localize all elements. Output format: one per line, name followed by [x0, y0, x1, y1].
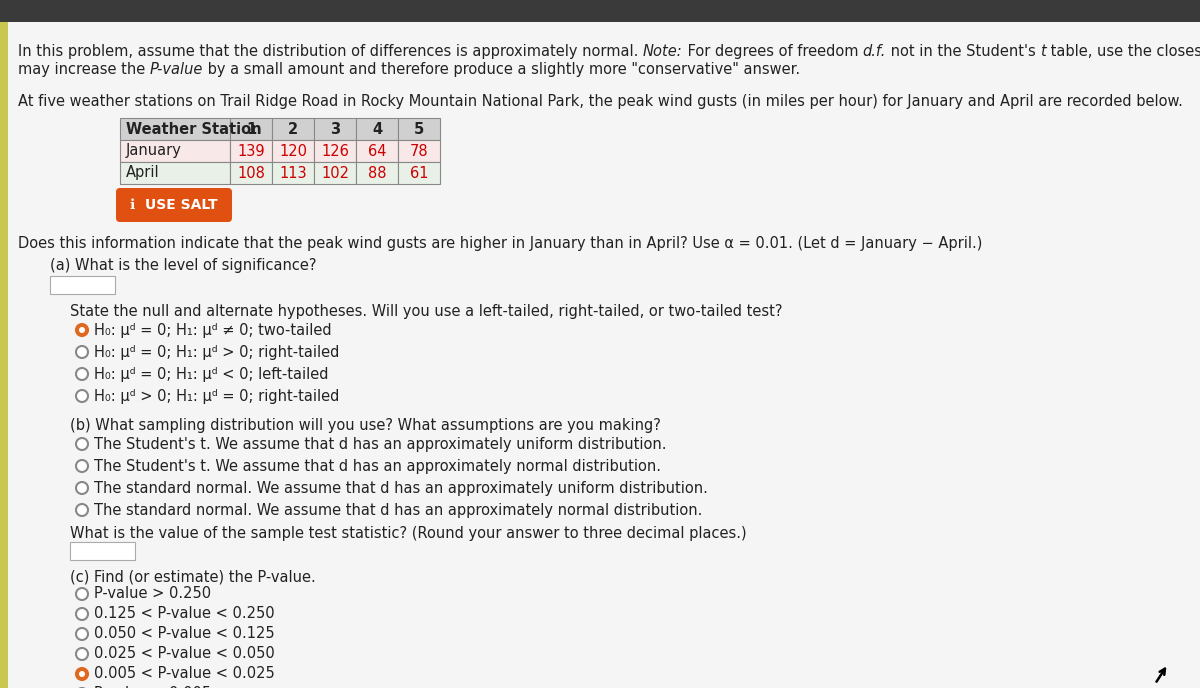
Circle shape: [76, 324, 88, 336]
Circle shape: [76, 438, 88, 450]
FancyBboxPatch shape: [116, 188, 232, 222]
Text: H₀: μᵈ = 0; H₁: μᵈ < 0; left-tailed: H₀: μᵈ = 0; H₁: μᵈ < 0; left-tailed: [94, 367, 329, 382]
Circle shape: [76, 588, 88, 600]
Bar: [314, 162, 356, 184]
Text: 61: 61: [409, 166, 428, 180]
Bar: [120, 140, 230, 162]
Text: 64: 64: [367, 144, 386, 158]
Text: 4: 4: [372, 122, 382, 136]
Text: 88: 88: [367, 166, 386, 180]
Text: The standard normal. We assume that d has an approximately normal distribution.: The standard normal. We assume that d ha…: [94, 502, 702, 517]
Bar: [356, 162, 398, 184]
Text: April: April: [126, 166, 160, 180]
Text: 0.050 < P-value < 0.125: 0.050 < P-value < 0.125: [94, 627, 275, 641]
Text: In this problem, assume that the distribution of differences is approximately no: In this problem, assume that the distrib…: [18, 44, 643, 59]
Text: At five weather stations on Trail Ridge Road in Rocky Mountain National Park, th: At five weather stations on Trail Ridge …: [18, 94, 1183, 109]
Text: table, use the closest: table, use the closest: [1046, 44, 1200, 59]
Text: 2: 2: [288, 122, 298, 136]
Bar: [314, 140, 356, 162]
Text: 5: 5: [414, 122, 424, 136]
Circle shape: [76, 390, 88, 402]
Text: 113: 113: [280, 166, 307, 180]
Text: 0.125 < P-value < 0.250: 0.125 < P-value < 0.250: [94, 607, 275, 621]
Text: Note:: Note:: [643, 44, 683, 59]
Bar: [272, 118, 314, 140]
Text: P-value > 0.250: P-value > 0.250: [94, 586, 211, 601]
Bar: [272, 140, 314, 162]
Text: P-value: P-value: [150, 62, 203, 77]
Text: 1: 1: [246, 122, 256, 136]
Text: H₀: μᵈ = 0; H₁: μᵈ > 0; right-tailed: H₀: μᵈ = 0; H₁: μᵈ > 0; right-tailed: [94, 345, 340, 360]
Text: (c) Find (or estimate) the P-value.: (c) Find (or estimate) the P-value.: [70, 570, 316, 585]
Circle shape: [76, 608, 88, 620]
Text: Weather Station: Weather Station: [126, 122, 262, 136]
Bar: [230, 118, 272, 140]
Circle shape: [79, 327, 85, 333]
Circle shape: [79, 671, 85, 677]
Bar: [120, 118, 230, 140]
Bar: [230, 140, 272, 162]
Text: 108: 108: [238, 166, 265, 180]
Text: The standard normal. We assume that d has an approximately uniform distribution.: The standard normal. We assume that d ha…: [94, 480, 708, 495]
Text: (a) What is the level of significance?: (a) What is the level of significance?: [50, 258, 317, 273]
Text: 120: 120: [278, 144, 307, 158]
Bar: [120, 162, 230, 184]
Bar: [314, 118, 356, 140]
Bar: [50, 276, 115, 294]
Circle shape: [76, 346, 88, 358]
Text: not in the Student's: not in the Student's: [886, 44, 1040, 59]
Circle shape: [76, 460, 88, 472]
Text: 3: 3: [330, 122, 340, 136]
Bar: [398, 140, 440, 162]
Bar: [272, 162, 314, 184]
Bar: [398, 162, 440, 184]
Bar: [356, 140, 398, 162]
Text: (b) What sampling distribution will you use? What assumptions are you making?: (b) What sampling distribution will you …: [70, 418, 661, 433]
Circle shape: [76, 668, 88, 680]
Text: January: January: [126, 144, 182, 158]
Bar: [356, 118, 398, 140]
Text: P-value < 0.005: P-value < 0.005: [94, 687, 211, 688]
Bar: [70, 542, 134, 560]
Text: For degrees of freedom: For degrees of freedom: [683, 44, 863, 59]
Text: H₀: μᵈ = 0; H₁: μᵈ ≠ 0; two-tailed: H₀: μᵈ = 0; H₁: μᵈ ≠ 0; two-tailed: [94, 323, 331, 338]
Text: by a small amount and therefore produce a slightly more "conservative" answer.: by a small amount and therefore produce …: [203, 62, 800, 77]
Text: d.f.: d.f.: [863, 44, 886, 59]
Circle shape: [76, 628, 88, 640]
Text: t: t: [1040, 44, 1046, 59]
Bar: [398, 118, 440, 140]
Text: ℹ  USE SALT: ℹ USE SALT: [130, 198, 218, 212]
Text: H₀: μᵈ > 0; H₁: μᵈ = 0; right-tailed: H₀: μᵈ > 0; H₁: μᵈ = 0; right-tailed: [94, 389, 340, 403]
Text: 102: 102: [322, 166, 349, 180]
Text: The Student's t. We assume that d has an approximately uniform distribution.: The Student's t. We assume that d has an…: [94, 436, 666, 451]
Bar: [230, 162, 272, 184]
Circle shape: [76, 504, 88, 516]
Text: 0.005 < P-value < 0.025: 0.005 < P-value < 0.025: [94, 667, 275, 682]
Text: 0.025 < P-value < 0.050: 0.025 < P-value < 0.050: [94, 647, 275, 661]
Text: State the null and alternate hypotheses. Will you use a left-tailed, right-taile: State the null and alternate hypotheses.…: [70, 304, 782, 319]
Text: The Student's t. We assume that d has an approximately normal distribution.: The Student's t. We assume that d has an…: [94, 458, 661, 473]
Text: 139: 139: [238, 144, 265, 158]
Text: may increase the: may increase the: [18, 62, 150, 77]
Text: 78: 78: [409, 144, 428, 158]
Circle shape: [76, 482, 88, 494]
Text: 126: 126: [322, 144, 349, 158]
Bar: [0, 0, 1200, 22]
Text: Does this information indicate that the peak wind gusts are higher in January th: Does this information indicate that the …: [18, 236, 983, 251]
Bar: [0, 22, 8, 688]
Circle shape: [76, 368, 88, 380]
Circle shape: [76, 648, 88, 660]
Text: What is the value of the sample test statistic? (Round your answer to three deci: What is the value of the sample test sta…: [70, 526, 746, 541]
